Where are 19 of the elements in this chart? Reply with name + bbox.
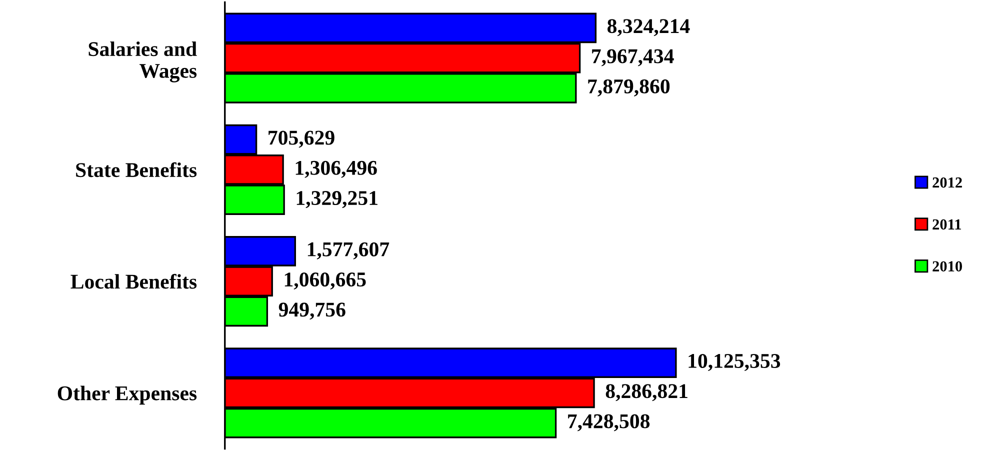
data-label: 705,629 [268, 130, 334, 148]
y-tick-label: Local Benefits [70, 274, 197, 289]
legend-label: 2011 [932, 219, 961, 230]
data-label: 1,060,665 [284, 272, 366, 290]
y-tick-label: Other Expenses [58, 386, 197, 405]
data-label: 8,324,214 [608, 19, 690, 36]
y-tick-label: State Benefits [76, 162, 197, 178]
legend-label: 2010 [932, 261, 962, 272]
data-label: 1,577,607 [308, 242, 390, 260]
y-tick-label: Salaries and Wages [88, 41, 197, 82]
data-label: 7,428,508 [568, 414, 650, 432]
data-label: 1,306,496 [296, 160, 377, 178]
data-label: 949,756 [278, 302, 346, 320]
data-label: 8,286,821 [606, 384, 688, 402]
data-label: 7,879,860 [588, 79, 670, 96]
data-label: 10,125,353 [688, 354, 780, 372]
data-label: 7,967,434 [592, 49, 674, 66]
data-label: 1,329,251 [296, 191, 378, 208]
legend-label: 2012 [932, 177, 962, 188]
